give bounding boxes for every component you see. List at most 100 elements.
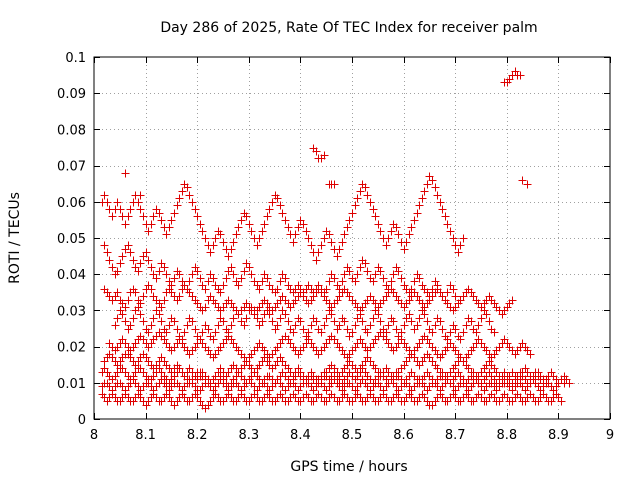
x-tick-label: 8.3 <box>238 428 259 443</box>
data-point <box>188 270 197 279</box>
data-point <box>449 234 458 243</box>
data-point <box>258 317 267 326</box>
data-point <box>245 375 254 384</box>
data-point <box>449 285 458 294</box>
data-point <box>320 321 329 330</box>
data-point <box>459 328 468 337</box>
data-point <box>382 281 391 290</box>
data-point <box>299 325 308 334</box>
data-point <box>397 274 406 283</box>
data-point <box>454 248 463 257</box>
data-point <box>284 223 293 232</box>
data-point <box>134 357 143 366</box>
data-point <box>216 230 225 239</box>
data-point <box>369 277 378 286</box>
data-point <box>446 328 455 337</box>
data-point <box>273 194 282 203</box>
data-point <box>490 350 499 359</box>
data-point <box>418 194 427 203</box>
data-point <box>183 183 192 192</box>
y-tick-label: 0.08 <box>57 123 86 138</box>
data-point <box>526 350 535 359</box>
data-point <box>330 274 339 283</box>
data-point <box>294 364 303 373</box>
data-point <box>382 393 391 402</box>
data-point <box>108 263 117 272</box>
data-point <box>410 277 419 286</box>
data-point <box>449 321 458 330</box>
data-point <box>353 194 362 203</box>
data-point <box>423 335 432 344</box>
data-point <box>240 321 249 330</box>
data-point <box>441 296 450 305</box>
data-point <box>443 288 452 297</box>
data-point <box>196 274 205 283</box>
data-point <box>193 267 202 276</box>
data-point <box>511 350 520 359</box>
data-point <box>431 183 440 192</box>
data-point <box>149 314 158 323</box>
data-point <box>428 328 437 337</box>
data-point <box>534 368 543 377</box>
data-point <box>219 317 228 326</box>
data-point <box>400 281 409 290</box>
data-point <box>405 230 414 239</box>
data-point <box>304 234 313 243</box>
data-point <box>333 339 342 348</box>
data-point <box>314 248 323 257</box>
data-point <box>363 191 372 200</box>
data-point <box>356 393 365 402</box>
data-point <box>560 379 569 388</box>
data-point <box>271 325 280 334</box>
data-point <box>162 328 171 337</box>
data-point <box>260 220 269 229</box>
data-point <box>356 187 365 196</box>
data-point <box>516 393 525 402</box>
data-point <box>296 317 305 326</box>
data-point <box>428 285 437 294</box>
data-point <box>271 397 280 406</box>
data-point <box>124 325 133 334</box>
y-tick-label: 0.02 <box>57 341 86 356</box>
data-point <box>273 321 282 330</box>
data-point <box>348 209 357 218</box>
data-point <box>482 310 491 319</box>
data-point <box>413 343 422 352</box>
data-point <box>105 256 114 265</box>
data-point <box>160 296 169 305</box>
data-point <box>521 364 530 373</box>
data-point <box>113 314 122 323</box>
data-point <box>204 325 213 334</box>
data-point <box>253 281 262 290</box>
data-point <box>204 346 213 355</box>
data-point <box>108 212 117 221</box>
data-point <box>438 325 447 334</box>
data-point <box>100 241 109 250</box>
data-point <box>276 339 285 348</box>
x-tick-label: 8.5 <box>342 428 363 443</box>
data-point <box>162 230 171 239</box>
data-point <box>405 310 414 319</box>
data-point <box>229 270 238 279</box>
data-point <box>258 397 267 406</box>
y-tick-label: 0.04 <box>57 268 86 283</box>
data-point <box>196 397 205 406</box>
data-point <box>253 393 262 402</box>
data-point <box>340 317 349 326</box>
chart-title: Day 286 of 2025, Rate Of TEC Index for r… <box>160 20 537 36</box>
data-point <box>330 317 339 326</box>
data-point <box>167 281 176 290</box>
data-point <box>188 317 197 326</box>
data-point <box>284 281 293 290</box>
data-point <box>392 372 401 381</box>
data-point <box>232 397 241 406</box>
data-point <box>291 230 300 239</box>
data-point <box>289 328 298 337</box>
data-point <box>366 321 375 330</box>
data-point <box>103 198 112 207</box>
data-point <box>490 299 499 308</box>
data-point <box>144 256 153 265</box>
data-point <box>333 252 342 261</box>
data-point <box>224 252 233 261</box>
data-point <box>157 216 166 225</box>
